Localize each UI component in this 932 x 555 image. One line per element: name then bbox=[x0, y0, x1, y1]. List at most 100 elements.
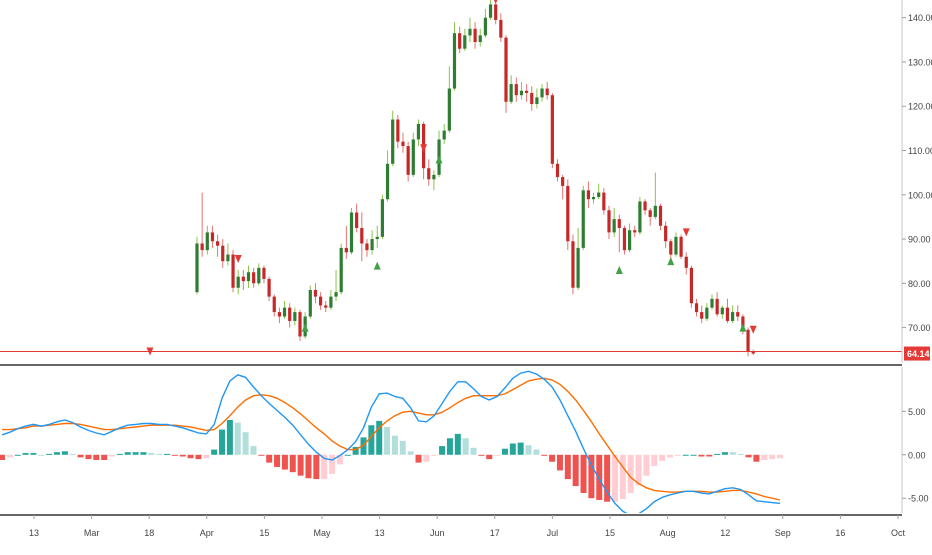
candle-body bbox=[360, 227, 364, 244]
macd-histogram-bar bbox=[258, 454, 265, 456]
macd-histogram-bar bbox=[148, 453, 155, 455]
macd-histogram-bar bbox=[525, 445, 532, 455]
macd-histogram-bar bbox=[234, 422, 241, 455]
candle-body bbox=[257, 267, 261, 284]
candle-body bbox=[427, 168, 431, 180]
candle-body bbox=[380, 199, 384, 237]
macd-histogram-bar bbox=[274, 454, 281, 467]
candle-body bbox=[195, 243, 199, 293]
macd-histogram-bar bbox=[281, 454, 288, 470]
candle-body bbox=[715, 298, 719, 315]
time-tick-label: Jun bbox=[430, 528, 445, 538]
candle-body bbox=[571, 241, 575, 288]
candle-body bbox=[705, 307, 709, 319]
macd-histogram-bar bbox=[329, 454, 336, 474]
candle-body bbox=[226, 254, 230, 262]
buy-signal-marker bbox=[667, 257, 675, 266]
macd-histogram-bar bbox=[0, 454, 5, 460]
price-tick-label: 100.00 bbox=[908, 190, 932, 200]
candle-body bbox=[519, 90, 524, 96]
candle-body bbox=[406, 146, 410, 175]
buy-signal-marker bbox=[373, 261, 381, 270]
macd-histogram-bar bbox=[635, 454, 642, 486]
candle-body bbox=[458, 33, 462, 49]
macd-histogram-bar bbox=[643, 454, 650, 476]
macd-histogram-bar bbox=[494, 454, 501, 456]
price-tick-label: 120.00 bbox=[908, 102, 932, 112]
macd-histogram-bar bbox=[777, 454, 783, 459]
candle-body bbox=[720, 307, 724, 315]
macd-histogram-bar bbox=[250, 446, 257, 455]
candle-body bbox=[401, 141, 405, 147]
macd-histogram-bar bbox=[549, 454, 556, 462]
candle-body bbox=[530, 92, 534, 105]
candle-body bbox=[319, 296, 323, 306]
candle-body bbox=[231, 254, 235, 288]
candle-body bbox=[200, 243, 204, 251]
time-tick-label: 13 bbox=[29, 528, 39, 538]
candle-body bbox=[334, 292, 338, 297]
candle-body bbox=[684, 256, 688, 268]
price-tick-label: 80.00 bbox=[908, 279, 931, 289]
macd-histogram-bar bbox=[446, 438, 453, 455]
macd-histogram-bar bbox=[93, 454, 100, 460]
candle-body bbox=[710, 298, 714, 308]
macd-histogram-bar bbox=[124, 452, 131, 455]
candle-body bbox=[272, 296, 276, 313]
candle-body bbox=[741, 316, 745, 330]
candle-body bbox=[452, 33, 457, 89]
candle-body bbox=[344, 247, 348, 253]
candle-body bbox=[581, 190, 585, 248]
macd-histogram-bar bbox=[572, 454, 579, 487]
macd-histogram-bar bbox=[242, 432, 249, 455]
candle-body bbox=[221, 245, 225, 262]
candle-body bbox=[298, 312, 302, 337]
macd-histogram-bar bbox=[85, 454, 92, 460]
macd-histogram-bar bbox=[470, 447, 477, 455]
candle-body bbox=[597, 192, 601, 197]
macd-histogram-bar bbox=[360, 437, 367, 455]
candle-body bbox=[416, 123, 421, 140]
macd-tick-label: 0.00 bbox=[908, 450, 926, 460]
candle-body bbox=[463, 35, 467, 49]
candle-body bbox=[669, 241, 673, 255]
time-axis: 13 Mar 18 Apr 15 May 13 Jun 17 Jul 15 Aug 12 Sep 16 Oct bbox=[0, 514, 905, 538]
candle-body bbox=[365, 243, 369, 251]
candle-body bbox=[586, 190, 590, 200]
macd-histogram-bar bbox=[674, 454, 681, 456]
macd-histogram-bar bbox=[211, 449, 218, 455]
macd-histogram-bar bbox=[22, 453, 29, 455]
macd-histogram-bar bbox=[439, 446, 446, 455]
macd-histogram-bar bbox=[14, 454, 21, 456]
candle-body bbox=[349, 212, 354, 253]
macd-histogram-bar bbox=[187, 454, 194, 459]
time-tick-label: Aug bbox=[660, 528, 676, 538]
candle-body bbox=[555, 163, 560, 178]
candle-body bbox=[566, 185, 570, 242]
time-tick-label: 15 bbox=[259, 528, 269, 538]
macd-histogram-bar bbox=[384, 426, 391, 455]
price-tick-label: 140.00 bbox=[908, 13, 932, 23]
macd-line bbox=[1, 370, 781, 513]
candle-body bbox=[468, 28, 472, 36]
candle-body bbox=[628, 230, 632, 251]
candle-body bbox=[478, 35, 482, 43]
macd-histogram-bar bbox=[619, 454, 626, 500]
macd-histogram-bar bbox=[478, 454, 485, 456]
candle-body bbox=[664, 225, 668, 242]
candle-body bbox=[267, 278, 271, 297]
candle-body bbox=[293, 312, 297, 321]
time-tick-label: 17 bbox=[490, 528, 500, 538]
macd-histogram-bar bbox=[706, 454, 713, 457]
candle-body bbox=[509, 84, 513, 102]
macd-histogram-bar bbox=[297, 454, 304, 476]
buy-signal-marker bbox=[301, 323, 309, 332]
macd-histogram-bar bbox=[721, 452, 728, 455]
candle-body bbox=[483, 17, 487, 36]
macd-histogram-bar bbox=[415, 454, 422, 463]
macd-histogram-bar bbox=[769, 454, 776, 460]
macd-histogram-bar bbox=[556, 454, 563, 471]
candle-body bbox=[694, 303, 699, 313]
